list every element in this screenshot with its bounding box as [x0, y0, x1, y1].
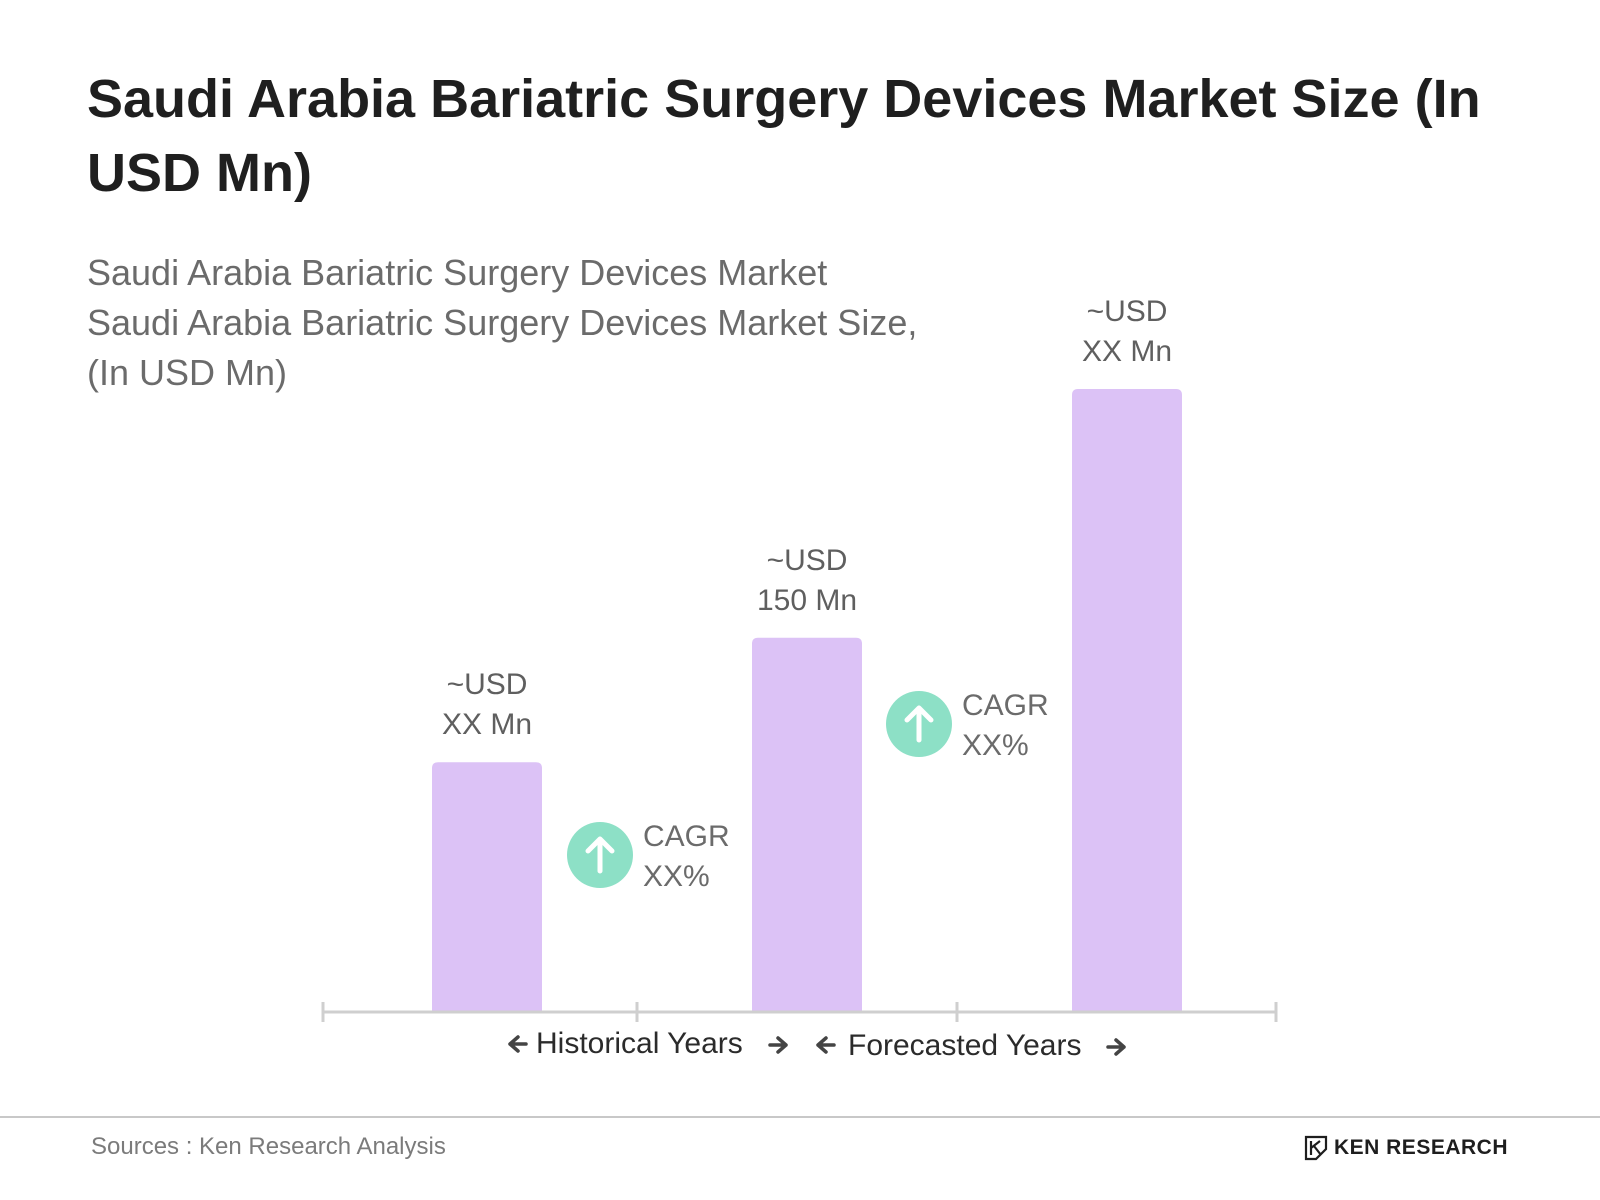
bar	[1072, 389, 1182, 1011]
cagr-label: CAGR	[643, 820, 730, 853]
arrow-right-icon	[768, 1036, 788, 1054]
data-label: XX Mn	[1082, 335, 1172, 368]
period-label-historical: Historical Years	[536, 1027, 743, 1060]
source-note: Sources : Ken Research Analysis	[91, 1133, 446, 1160]
x-axis	[321, 1002, 1278, 1022]
footer-divider	[0, 1116, 1600, 1118]
cagr-label: CAGR	[962, 689, 1049, 722]
forecasted-years-label: Forecasted Years	[816, 1029, 1126, 1062]
period-label-forecasted: Forecasted Years	[848, 1029, 1081, 1062]
arrow-right-icon	[1106, 1038, 1126, 1056]
data-label: 150 Mn	[757, 584, 857, 617]
arrow-left-icon	[816, 1036, 836, 1054]
data-label: ~USD	[447, 668, 528, 701]
cagr-badge: CAGR XX%	[886, 689, 1049, 762]
arrow-up-circle-icon	[567, 822, 633, 888]
chart-subtitle: Saudi Arabia Bariatric Surgery Devices M…	[87, 248, 1047, 398]
chart-title: Saudi Arabia Bariatric Surgery Devices M…	[87, 69, 1481, 203]
cagr-value: XX%	[643, 860, 710, 893]
subtitle-line-1: Saudi Arabia Bariatric Surgery Devices M…	[87, 252, 828, 293]
cagr-badge: CAGR XX%	[567, 820, 730, 893]
brand-name: KEN RESEARCH	[1333, 1136, 1508, 1159]
brand-logo: KEN RESEARCH	[1304, 1135, 1508, 1161]
bars-layer	[432, 389, 1182, 1011]
data-label: XX Mn	[442, 708, 532, 741]
historical-years-label: Historical Years	[508, 1027, 788, 1060]
arrow-up-circle-icon	[886, 691, 952, 757]
period-labels: Historical Years Forecasted Years	[508, 1027, 1126, 1062]
bar	[432, 762, 542, 1011]
subtitle-line-2: Saudi Arabia Bariatric Surgery Devices M…	[87, 302, 918, 343]
cagr-layer: CAGR XX% CAGR XX%	[567, 689, 1049, 893]
ken-research-logo-icon	[1304, 1135, 1328, 1161]
data-labels-layer: ~USD XX Mn ~USD 150 Mn ~USD XX Mn	[442, 295, 1172, 741]
bar	[752, 637, 862, 1011]
arrow-left-icon	[508, 1035, 528, 1053]
data-label: ~USD	[767, 544, 848, 577]
cagr-value: XX%	[962, 729, 1029, 762]
subtitle-line-3: (In USD Mn)	[87, 352, 288, 393]
data-label: ~USD	[1087, 295, 1168, 328]
